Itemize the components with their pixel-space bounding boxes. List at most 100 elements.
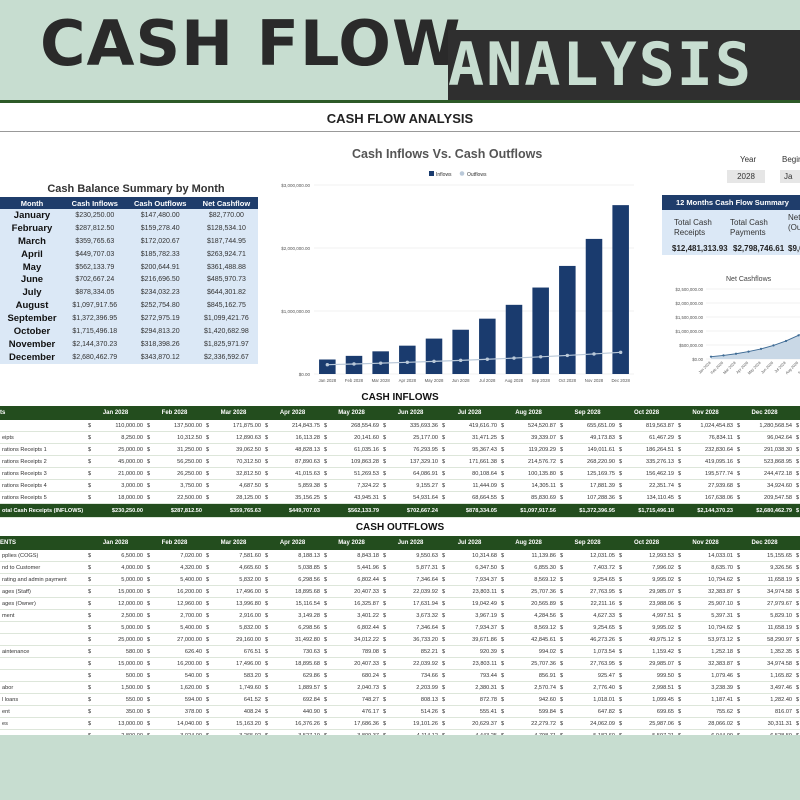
table-cell[interactable]: 149,011.61 — [564, 443, 618, 456]
table-cell[interactable]: 1,165.82 — [741, 669, 795, 682]
table-cell[interactable]: 171,875.00 — [210, 420, 264, 432]
table-cell[interactable]: 335,693.36 — [387, 420, 441, 432]
table-cell[interactable]: 3,149.28 — [269, 609, 323, 622]
table-cell[interactable]: 58,290.97 — [741, 633, 795, 646]
begin-month-input[interactable]: Ja — [780, 170, 800, 183]
table-cell[interactable]: 39,339.07 — [505, 431, 559, 444]
table-cell[interactable]: 440.90 — [269, 705, 323, 718]
table-cell[interactable]: 27,763.95 — [564, 657, 618, 670]
table-cell[interactable]: 5,400.00 — [151, 573, 205, 586]
table-cell[interactable]: 42,845.61 — [505, 633, 559, 646]
table-cell[interactable]: 35,156.25 — [269, 491, 323, 504]
table-cell[interactable]: 730.63 — [269, 645, 323, 658]
table-cell[interactable]: 3,497.46 — [741, 681, 795, 694]
table-cell[interactable]: 22,039.92 — [387, 585, 441, 598]
table-cell[interactable]: 872.78 — [446, 693, 500, 706]
table-cell[interactable]: 12,890.63 — [210, 431, 264, 444]
table-cell[interactable]: 23,988.06 — [623, 597, 677, 610]
table-cell[interactable]: 17,496.00 — [210, 585, 264, 598]
table-cell[interactable]: 46,273.26 — [564, 633, 618, 646]
table-cell[interactable]: 7,346.64 — [387, 621, 441, 634]
table-cell[interactable]: 7,020.00 — [151, 550, 205, 562]
table-cell[interactable]: 9,995.02 — [623, 621, 677, 634]
table-cell[interactable]: 25,177.00 — [387, 431, 441, 444]
table-cell[interactable]: 9,326.56 — [741, 561, 795, 574]
table-cell[interactable]: 1,079.46 — [682, 669, 736, 682]
table-cell[interactable]: 580.00 — [92, 645, 146, 658]
table-cell[interactable]: 19,101.26 — [387, 717, 441, 730]
table-cell[interactable]: 6,528.59 — [741, 729, 795, 735]
table-cell[interactable]: 15,155.65 — [741, 550, 795, 562]
table-cell[interactable]: 41,015.63 — [269, 467, 323, 480]
table-cell[interactable]: 80,108.64 — [446, 467, 500, 480]
table-cell[interactable]: 31,250.00 — [151, 443, 205, 456]
table-cell[interactable]: 419,095.16 — [682, 455, 736, 468]
table-cell[interactable]: 8,635.70 — [682, 561, 736, 574]
table-cell[interactable]: 23,803.11 — [446, 657, 500, 670]
table-cell[interactable]: 335,276.13 — [623, 455, 677, 468]
table-cell[interactable]: 408.24 — [210, 705, 264, 718]
table-cell[interactable]: 268,220.90 — [564, 455, 618, 468]
table-cell[interactable]: 2,203.99 — [387, 681, 441, 694]
table-cell[interactable]: 119,209.29 — [505, 443, 559, 456]
table-cell[interactable]: 4,320.00 — [151, 561, 205, 574]
table-cell[interactable]: 1,282.40 — [741, 693, 795, 706]
table-cell[interactable]: 9,254.65 — [564, 573, 618, 586]
table-cell[interactable]: 24,062.09 — [564, 717, 618, 730]
table-cell[interactable]: 6,802.44 — [328, 621, 382, 634]
table-cell[interactable]: 2,570.74 — [505, 681, 559, 694]
table-cell[interactable]: 22,500.00 — [151, 491, 205, 504]
table-cell[interactable]: 10,312.50 — [151, 431, 205, 444]
table-cell[interactable]: 12,000.00 — [92, 597, 146, 610]
table-cell[interactable]: 11,658.19 — [741, 573, 795, 586]
table-cell[interactable]: 5,397.31 — [682, 609, 736, 622]
table-cell[interactable]: 550.00 — [92, 693, 146, 706]
table-cell[interactable]: 25,707.36 — [505, 657, 559, 670]
table-cell[interactable]: 8,569.12 — [505, 621, 559, 634]
table-cell[interactable]: 20,565.89 — [505, 597, 559, 610]
table-cell[interactable]: 43,945.31 — [328, 491, 382, 504]
table-cell[interactable]: 11,444.09 — [446, 479, 500, 492]
table-cell[interactable]: 647.82 — [564, 705, 618, 718]
table-cell[interactable]: 10,794.62 — [682, 621, 736, 634]
table-cell[interactable]: 10,794.62 — [682, 573, 736, 586]
table-cell[interactable]: 214,843.75 — [269, 420, 323, 432]
table-cell[interactable]: 3,527.19 — [269, 729, 323, 735]
table-cell[interactable]: 1,252.18 — [682, 645, 736, 658]
table-cell[interactable]: 1,500.00 — [92, 681, 146, 694]
table-cell[interactable]: 31,471.25 — [446, 431, 500, 444]
table-cell[interactable]: 4,114.12 — [387, 729, 441, 735]
table-cell[interactable]: 186,264.51 — [623, 443, 677, 456]
table-cell[interactable]: 34,924.60 — [741, 479, 795, 492]
table-cell[interactable]: 18,895.68 — [269, 585, 323, 598]
table-cell[interactable]: 692.84 — [269, 693, 323, 706]
table-cell[interactable]: 2,040.73 — [328, 681, 382, 694]
table-cell[interactable]: 51,269.53 — [328, 467, 382, 480]
table-cell[interactable]: 96,042.64 — [741, 431, 795, 444]
table-cell[interactable]: 137,500.00 — [151, 420, 205, 432]
table-cell[interactable]: 70,312.50 — [210, 455, 264, 468]
table-cell[interactable]: 64,086.91 — [387, 467, 441, 480]
table-cell[interactable]: 17,631.94 — [387, 597, 441, 610]
table-cell[interactable]: 29,985.07 — [623, 657, 677, 670]
table-cell[interactable]: 45,000.00 — [92, 455, 146, 468]
table-cell[interactable]: 32,383.87 — [682, 585, 736, 598]
table-cell[interactable]: 49,975.12 — [623, 633, 677, 646]
table-cell[interactable]: 16,200.00 — [151, 585, 205, 598]
table-cell[interactable]: 31,492.80 — [269, 633, 323, 646]
table-cell[interactable]: 7,934.37 — [446, 573, 500, 586]
table-cell[interactable]: 7,324.22 — [328, 479, 382, 492]
table-cell[interactable]: 27,000.00 — [151, 633, 205, 646]
table-cell[interactable]: 34,012.22 — [328, 633, 382, 646]
table-cell[interactable]: 107,288.36 — [564, 491, 618, 504]
table-cell[interactable]: 852.21 — [387, 645, 441, 658]
table-cell[interactable]: 419,616.70 — [446, 420, 500, 432]
table-cell[interactable]: 4,798.71 — [505, 729, 559, 735]
table-cell[interactable]: 3,024.00 — [151, 729, 205, 735]
table-cell[interactable]: 28,125.00 — [210, 491, 264, 504]
table-cell[interactable]: 7,346.64 — [387, 573, 441, 586]
table-cell[interactable]: 1,749.60 — [210, 681, 264, 694]
table-cell[interactable]: 3,967.19 — [446, 609, 500, 622]
table-cell[interactable]: 53,973.12 — [682, 633, 736, 646]
table-cell[interactable]: 655,651.09 — [564, 420, 618, 432]
